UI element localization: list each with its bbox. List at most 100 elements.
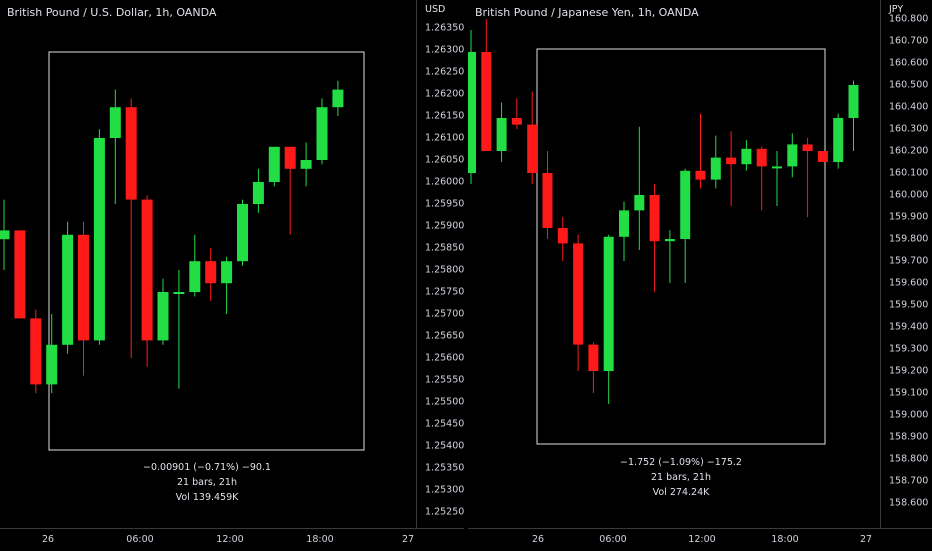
left-candle[interactable] xyxy=(125,98,137,358)
left-candle[interactable] xyxy=(0,199,10,270)
right-chart-pane[interactable]: British Pound / Japanese Yen, 1h, OANDA … xyxy=(468,0,880,550)
right-candle[interactable] xyxy=(772,151,782,206)
right-price-tick: 159.100 xyxy=(889,387,929,399)
right-candle[interactable] xyxy=(573,234,584,371)
left-chart-title: British Pound / U.S. Dollar, 1h, OANDA xyxy=(7,6,217,19)
right-candle[interactable] xyxy=(741,140,752,171)
left-price-tick: 1.26300 xyxy=(425,44,465,56)
left-candle[interactable] xyxy=(316,98,328,165)
right-price-tick: 158.800 xyxy=(889,453,929,465)
left-candle[interactable] xyxy=(205,248,217,301)
left-candle[interactable] xyxy=(62,221,74,354)
right-selection-box[interactable] xyxy=(536,48,826,445)
left-price-tick: 1.25350 xyxy=(425,462,465,474)
left-price-tick: 1.25850 xyxy=(425,242,465,254)
left-price-tick: 1.26350 xyxy=(425,22,465,34)
right-candle[interactable] xyxy=(649,184,660,292)
left-candle[interactable] xyxy=(157,278,169,345)
right-time-axis[interactable]: 26 06:00 12:00 18:00 27 xyxy=(468,528,880,550)
right-price-tick: 160.200 xyxy=(889,145,929,157)
right-price-tick: 159.800 xyxy=(889,233,929,245)
left-selection-box[interactable] xyxy=(48,51,365,451)
left-price-scale[interactable]: USD 1.26350 1.26300 1.26250 1.26200 1.26150 1… xyxy=(416,0,465,528)
left-price-tick: 1.25500 xyxy=(425,396,465,408)
right-candle[interactable] xyxy=(756,146,767,211)
right-price-tick: 160.400 xyxy=(889,101,929,113)
left-price-tick: 1.25950 xyxy=(425,198,465,210)
right-time-label: 18:00 xyxy=(771,534,799,545)
right-price-tick: 160.100 xyxy=(889,167,929,179)
right-candle[interactable] xyxy=(664,230,675,283)
left-candle[interactable] xyxy=(300,142,312,187)
right-price-tick: 159.600 xyxy=(889,277,929,289)
right-candle[interactable] xyxy=(511,98,522,129)
right-candle[interactable] xyxy=(496,102,507,162)
left-candle[interactable] xyxy=(78,221,89,376)
right-time-label: 27 xyxy=(859,534,873,545)
right-candle[interactable] xyxy=(468,30,476,184)
right-candle[interactable] xyxy=(619,201,629,261)
left-candle[interactable] xyxy=(109,89,121,204)
left-candle[interactable] xyxy=(268,146,280,187)
left-candle[interactable] xyxy=(141,195,153,367)
right-candlestick-plot[interactable] xyxy=(468,0,880,528)
left-chart-pane[interactable]: British Pound / U.S. Dollar, 1h, OANDA −… xyxy=(0,0,416,550)
right-candle[interactable] xyxy=(557,217,568,261)
left-candle[interactable] xyxy=(189,234,201,297)
left-stats-bars: 21 bars, 21h xyxy=(177,477,237,488)
right-price-tick: 158.600 xyxy=(889,497,929,509)
right-candle[interactable] xyxy=(680,168,691,283)
right-price-tick: 160.500 xyxy=(889,79,929,91)
right-candle[interactable] xyxy=(833,113,844,169)
right-candle[interactable] xyxy=(588,342,599,393)
right-candle[interactable] xyxy=(726,131,737,206)
pane-divider[interactable] xyxy=(464,0,468,550)
right-price-tick: 159.700 xyxy=(889,255,929,267)
left-price-tick: 1.25250 xyxy=(425,506,465,518)
right-price-tick: 160.700 xyxy=(889,35,929,47)
left-price-tick: 1.25700 xyxy=(425,308,465,320)
left-candle[interactable] xyxy=(30,309,42,394)
left-candle[interactable] xyxy=(173,270,185,389)
left-time-label: 18:00 xyxy=(306,534,334,545)
right-candle[interactable] xyxy=(802,137,813,217)
right-candle[interactable] xyxy=(527,91,538,184)
left-price-tick: 1.26100 xyxy=(425,132,465,144)
left-price-tick: 1.26200 xyxy=(425,88,465,100)
left-candle[interactable] xyxy=(93,129,105,345)
left-price-tick: 1.25750 xyxy=(425,286,465,298)
left-time-label: 26 xyxy=(41,534,55,545)
left-candle[interactable] xyxy=(252,168,264,213)
left-candle[interactable] xyxy=(14,230,26,319)
left-candlestick-plot[interactable] xyxy=(0,0,416,528)
left-time-axis[interactable]: 26 06:00 12:00 18:00 27 xyxy=(0,528,416,550)
left-price-tick: 1.25650 xyxy=(425,330,465,342)
left-candle[interactable] xyxy=(332,80,344,116)
right-candle[interactable] xyxy=(634,126,645,250)
right-stats-bars: 21 bars, 21h xyxy=(651,472,711,483)
right-candle[interactable] xyxy=(481,19,492,151)
right-candle[interactable] xyxy=(787,133,798,178)
left-candle[interactable] xyxy=(221,256,233,314)
right-candle[interactable] xyxy=(848,80,859,151)
left-price-tick: 1.25450 xyxy=(425,418,465,430)
right-price-tick: 160.600 xyxy=(889,57,929,69)
right-candle[interactable] xyxy=(710,135,721,189)
right-price-tick: 160.000 xyxy=(889,189,929,201)
right-candle[interactable] xyxy=(695,113,706,189)
left-candle[interactable] xyxy=(237,199,248,266)
right-time-label: 12:00 xyxy=(688,534,716,545)
right-candle[interactable] xyxy=(817,151,828,162)
left-price-tick: 1.25600 xyxy=(425,352,465,364)
left-candle[interactable] xyxy=(284,146,296,235)
right-price-scale[interactable]: JPY 160.800 160.700 160.600 160.500 160.400 1… xyxy=(880,0,932,528)
right-scale-corner xyxy=(880,528,932,551)
right-candle[interactable] xyxy=(603,234,614,404)
left-candle[interactable] xyxy=(46,314,58,394)
left-selection-stats: −0.00901 (−0.71%) −90.1 21 bars, 21h Vol… xyxy=(143,460,271,505)
right-stats-volume: Vol 274.24K xyxy=(652,487,710,498)
right-price-tick: 160.800 xyxy=(889,13,929,25)
right-price-tick: 159.900 xyxy=(889,211,929,223)
right-candle[interactable] xyxy=(542,151,553,239)
right-currency-label: JPY xyxy=(889,4,904,15)
